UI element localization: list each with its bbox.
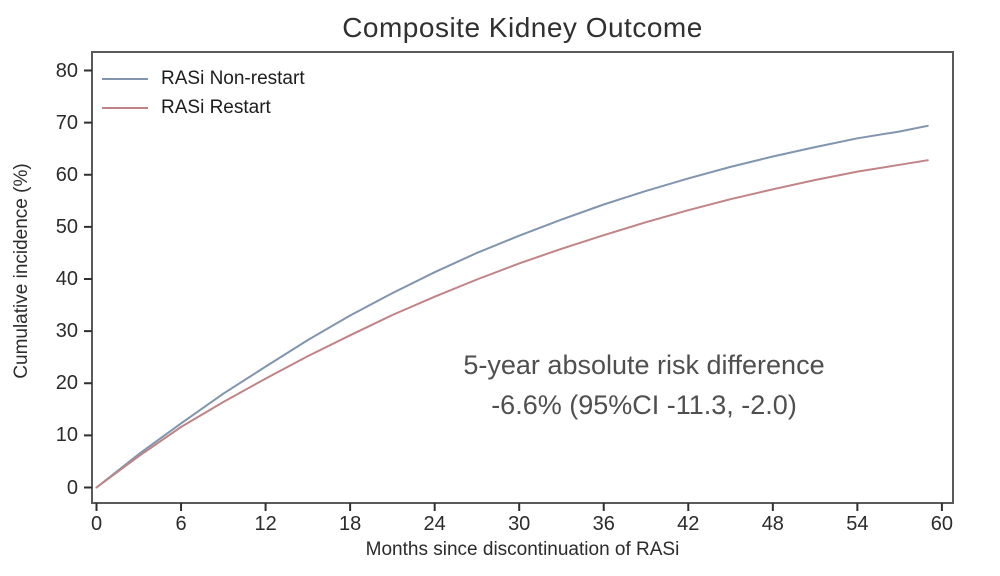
legend-item-restart: RASi Restart (102, 93, 305, 122)
risk-difference-annotation: 5-year absolute risk difference -6.6% (9… (404, 345, 884, 425)
legend: RASi Non-restart RASi Restart (102, 64, 305, 122)
y-tick-label: 60 (55, 163, 78, 186)
y-tick-label: 70 (55, 111, 78, 134)
y-tick-label: 50 (55, 215, 78, 238)
x-tick-label: 42 (677, 513, 700, 535)
legend-label-restart: RASi Restart (161, 96, 271, 118)
restart-line-swatch-icon (102, 106, 148, 109)
chart-title: Composite Kidney Outcome (342, 12, 703, 43)
series-line-rasi-non-restart (95, 124, 929, 489)
y-tick-label: 40 (55, 268, 78, 290)
y-tick-label: 0 (66, 476, 78, 499)
x-tick-label: 6 (175, 513, 187, 535)
x-tick-label: 54 (846, 513, 869, 535)
x-axis-label: Months since discontinuation of RASi (365, 539, 680, 560)
x-tick-label: 24 (423, 513, 446, 535)
non-restart-line-swatch-icon (102, 77, 148, 80)
plot-border (91, 51, 954, 504)
y-axis-label: Cumulative incidence (%) (11, 163, 32, 379)
x-tick-label: 60 (930, 513, 954, 535)
x-tick-label: 36 (592, 513, 615, 535)
x-tick-label: 48 (761, 513, 784, 535)
survival-curves (95, 124, 929, 489)
x-tick-label: 12 (254, 513, 277, 535)
legend-label-non-restart: RASi Non-restart (161, 67, 305, 89)
x-tick-label: 18 (338, 513, 362, 535)
legend-item-non-restart: RASi Non-restart (102, 64, 305, 93)
axis-ticks (84, 69, 943, 511)
y-tick-label: 80 (55, 59, 78, 82)
y-tick-label: 20 (55, 372, 78, 395)
series-line-rasi-restart (95, 159, 929, 489)
x-tick-label: 30 (508, 513, 531, 535)
y-tick-label: 30 (55, 320, 78, 343)
x-tick-label: 0 (90, 513, 103, 535)
y-tick-label: 10 (55, 424, 78, 447)
annotation-line-1: 5-year absolute risk difference (463, 350, 825, 380)
annotation-line-2: -6.6% (95%CI -11.3, -2.0) (491, 390, 797, 420)
